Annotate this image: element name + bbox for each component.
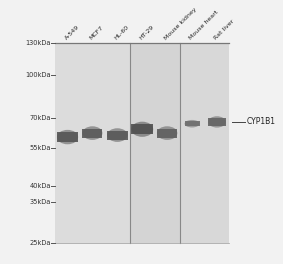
Bar [107, 130, 128, 140]
Ellipse shape [208, 116, 226, 128]
Text: 100kDa: 100kDa [25, 72, 51, 78]
Text: Mouse kidney: Mouse kidney [164, 7, 198, 41]
Bar [55, 44, 230, 243]
Text: 70kDa: 70kDa [29, 115, 51, 121]
Bar [208, 118, 226, 126]
Bar [185, 121, 200, 126]
Bar [131, 124, 153, 134]
Text: CYP1B1: CYP1B1 [246, 117, 275, 126]
Bar [180, 44, 230, 243]
Text: 25kDa: 25kDa [29, 240, 51, 246]
Text: 40kDa: 40kDa [29, 183, 51, 189]
Bar [82, 129, 102, 138]
Ellipse shape [57, 130, 78, 144]
Text: MCF7: MCF7 [89, 25, 105, 41]
Ellipse shape [185, 120, 200, 128]
Ellipse shape [157, 126, 177, 140]
Text: 35kDa: 35kDa [29, 199, 51, 205]
Text: 130kDa: 130kDa [25, 40, 51, 46]
Text: HT-29: HT-29 [139, 25, 155, 41]
Bar [157, 129, 177, 138]
Text: A-549: A-549 [64, 25, 80, 41]
Text: 55kDa: 55kDa [29, 145, 51, 150]
Ellipse shape [82, 126, 102, 140]
Bar [57, 132, 78, 142]
Ellipse shape [131, 122, 153, 137]
Text: HL-60: HL-60 [114, 25, 130, 41]
Bar [130, 44, 180, 243]
Text: Mouse heart: Mouse heart [188, 10, 220, 41]
Ellipse shape [107, 128, 128, 142]
Text: Rat liver: Rat liver [213, 19, 235, 41]
Bar [55, 44, 130, 243]
